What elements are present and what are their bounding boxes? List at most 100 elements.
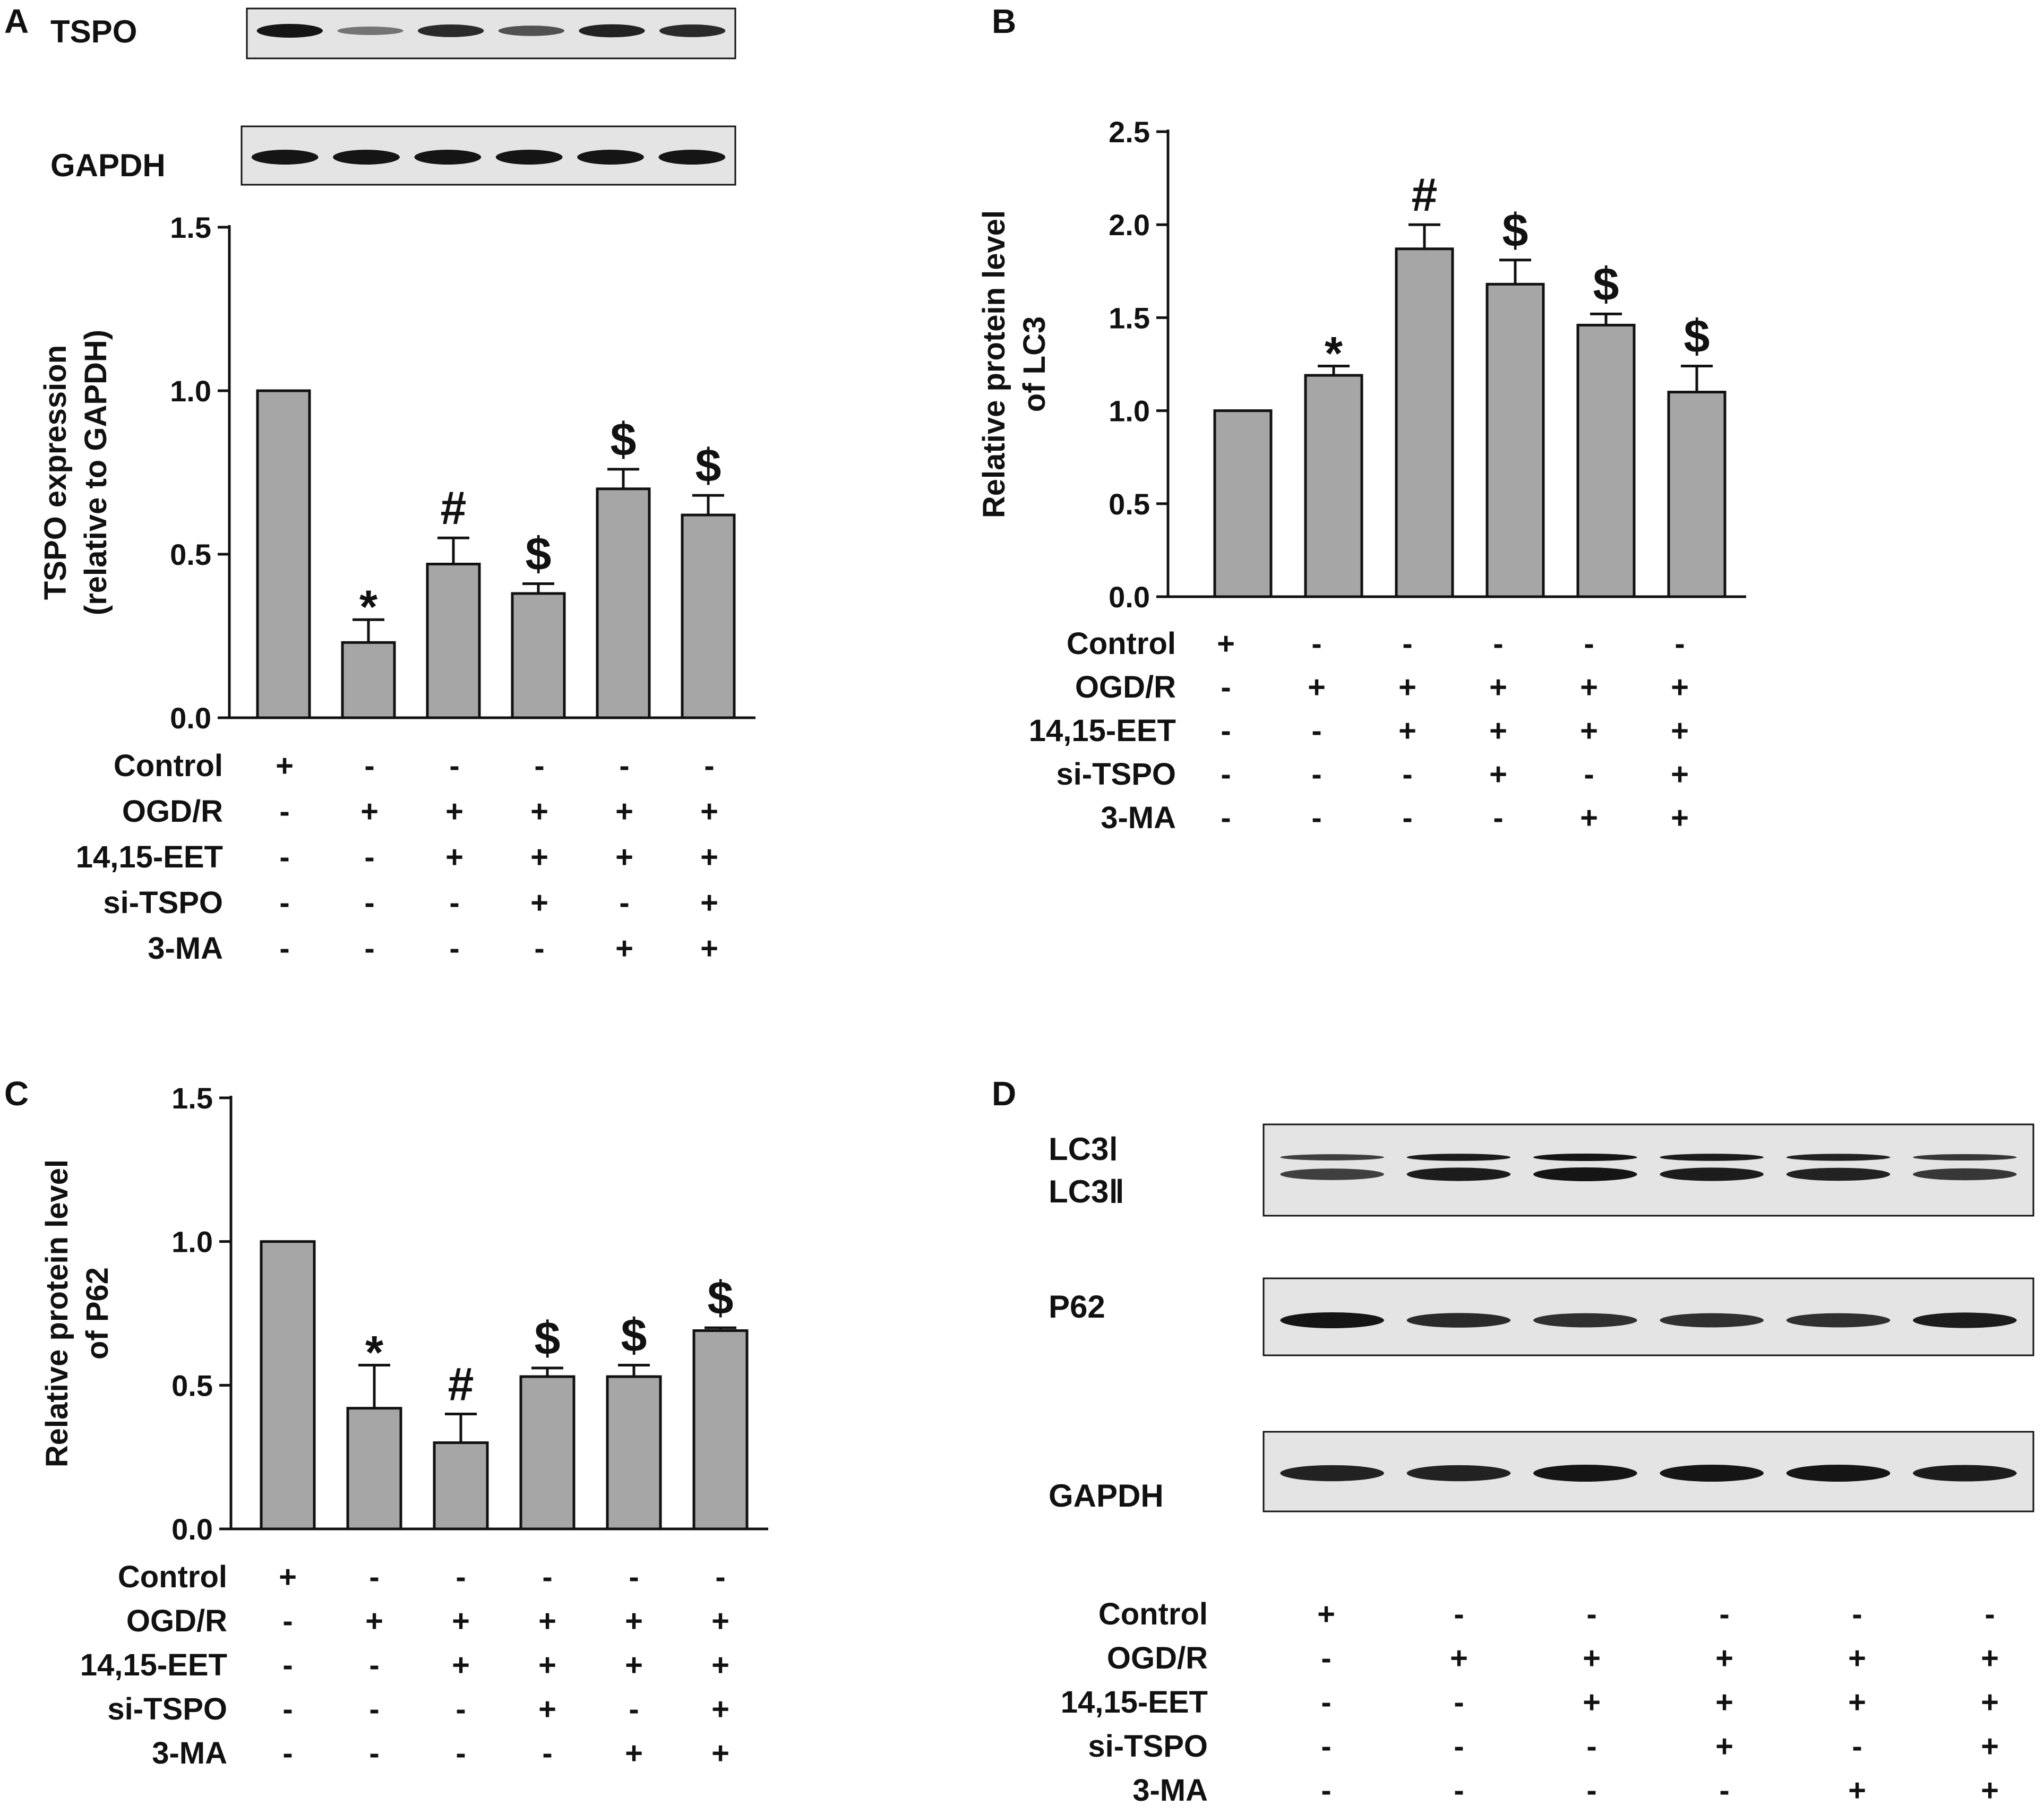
y-tick-label: 2.5	[1109, 115, 1150, 149]
significance-marker: $	[708, 1271, 734, 1324]
significance-marker: $	[1502, 204, 1528, 256]
condition-sign: +	[1671, 670, 1689, 704]
gapdh-band	[658, 150, 726, 165]
y-tick-label: 1.5	[171, 1081, 213, 1115]
condition-sign: -	[1719, 1773, 1729, 1808]
treatment-label: OGD/R	[1075, 670, 1176, 704]
condition-table-a: Control + - - - - - OGD/R - + + + + +14,15-EET - - + + + + s…	[76, 749, 718, 966]
condition-sign: -	[1321, 1729, 1331, 1764]
blot-label-gapdh-a: GAPDH	[50, 148, 166, 183]
condition-sign: +	[1981, 1729, 1999, 1764]
condition-sign: -	[1311, 801, 1321, 835]
y-axis-title: Relative protein level	[40, 1159, 74, 1467]
condition-sign: +	[1489, 670, 1507, 704]
condition-sign: +	[625, 1736, 643, 1770]
treatment-label: OGD/R	[122, 794, 223, 829]
condition-sign: -	[369, 1648, 379, 1682]
condition-sign: +	[530, 840, 548, 874]
condition-sign: -	[704, 749, 714, 783]
treatment-label: Control	[114, 749, 223, 783]
p62-band	[1406, 1313, 1511, 1328]
bar	[606, 1375, 662, 1531]
condition-sign: +	[1583, 1641, 1601, 1675]
gapdh-band	[333, 150, 400, 165]
p62-band	[1280, 1312, 1384, 1328]
y-tick-label: 0.0	[171, 1512, 213, 1546]
condition-sign: +	[1398, 713, 1416, 748]
significance-marker: #	[1412, 168, 1438, 221]
condition-sign: -	[1402, 757, 1412, 792]
condition-sign: +	[1583, 1685, 1601, 1720]
significance-marker: $	[1593, 257, 1619, 310]
gapdh-band	[414, 150, 482, 165]
condition-sign: -	[1311, 713, 1321, 748]
gapdh-band	[1406, 1465, 1511, 1482]
y-tick-label: 2.0	[1109, 208, 1150, 242]
lc3-i-band	[1913, 1154, 2017, 1161]
condition-sign: +	[700, 794, 718, 829]
significance-marker: *	[359, 580, 378, 633]
condition-sign: +	[1489, 713, 1507, 748]
significance-marker: *	[365, 1326, 384, 1378]
condition-sign: -	[364, 931, 374, 966]
y-tick-label: 0.0	[170, 701, 211, 735]
condition-sign: +	[1981, 1641, 1999, 1675]
condition-sign: +	[700, 885, 718, 920]
gapdh-band	[577, 150, 644, 165]
condition-sign: -	[282, 1648, 293, 1682]
lc3-i-band	[1280, 1154, 1384, 1160]
blot-box-p62	[1263, 1277, 2034, 1356]
condition-sign: -	[1852, 1597, 1862, 1631]
significance-marker: #	[441, 482, 467, 534]
y-tick-label: 0.5	[171, 1369, 213, 1402]
condition-sign: -	[1454, 1773, 1464, 1808]
condition-sign: -	[1674, 626, 1685, 661]
condition-sign: -	[456, 1560, 466, 1594]
condition-sign: -	[1719, 1597, 1729, 1631]
significance-marker: $	[535, 1312, 561, 1364]
bar	[692, 1329, 749, 1531]
condition-sign: +	[1217, 626, 1235, 661]
p62-band	[1660, 1313, 1764, 1328]
significance-marker: #	[448, 1357, 474, 1410]
treatment-label: 14,15-EET	[1029, 713, 1176, 748]
gapdh-band	[1533, 1465, 1637, 1482]
y-tick-label: 1.0	[171, 1225, 213, 1259]
chart-panel-b: 0.0 0.5 1.0 1.5 2.0 2.5 Relative protein level…	[977, 115, 1746, 614]
lc3-i-band	[1406, 1154, 1511, 1161]
bar	[596, 487, 651, 719]
panel-a-blots: TSPO GAPDH	[50, 7, 736, 186]
condition-sign: +	[1981, 1773, 1999, 1808]
condition-sign: -	[534, 931, 544, 966]
condition-sign: +	[1580, 670, 1598, 704]
blot-box-gapdh-d	[1263, 1431, 2034, 1512]
condition-sign: -	[282, 1604, 293, 1638]
condition-sign: -	[364, 749, 374, 783]
condition-sign: -	[1311, 757, 1321, 792]
bar	[426, 562, 481, 719]
gapdh-band	[1913, 1465, 2017, 1482]
lc3-ii-band	[1913, 1168, 2017, 1181]
condition-sign: +	[1715, 1729, 1733, 1764]
condition-sign: -	[449, 931, 459, 966]
condition-sign: -	[449, 885, 459, 920]
condition-sign: -	[715, 1560, 725, 1594]
condition-sign: +	[1671, 801, 1689, 835]
blot-bands-gapdh-d	[1280, 1465, 2017, 1482]
condition-sign: +	[1981, 1685, 1999, 1720]
lc3-ii-band	[1406, 1167, 1511, 1181]
condition-sign: -	[1586, 1773, 1596, 1808]
tspo-band	[659, 24, 726, 37]
significance-marker: $	[621, 1309, 647, 1361]
condition-sign: +	[1715, 1685, 1733, 1720]
condition-sign: -	[1852, 1729, 1862, 1764]
condition-sign: -	[1985, 1597, 1995, 1631]
gapdh-band	[1660, 1465, 1764, 1482]
condition-sign: -	[364, 885, 374, 920]
lc3-i-band	[1533, 1154, 1637, 1161]
condition-sign: -	[542, 1560, 552, 1594]
bar	[1395, 247, 1454, 598]
condition-sign: -	[619, 885, 629, 920]
bar	[1304, 374, 1363, 598]
y-axis-title: of LC3	[1017, 316, 1052, 412]
